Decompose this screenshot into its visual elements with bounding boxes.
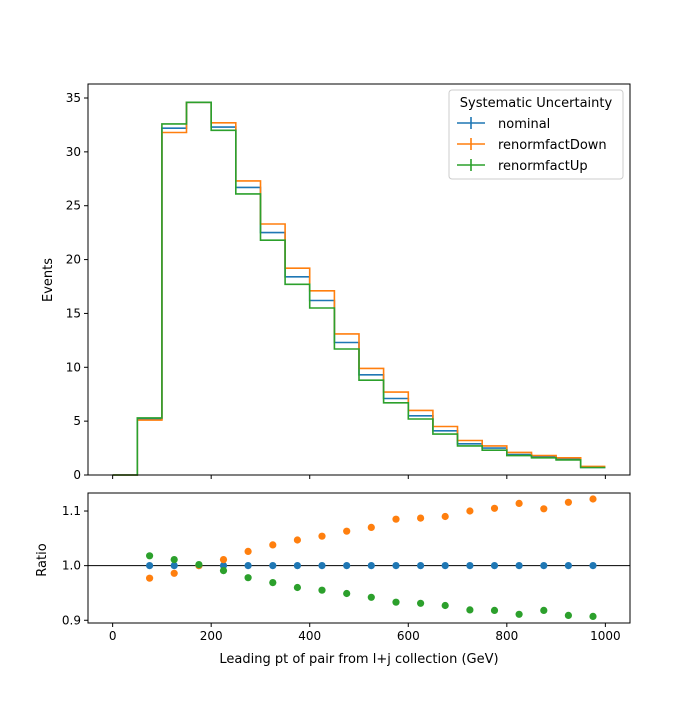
ratio-point-renormfactDown (540, 505, 548, 513)
ratio-y-tick-label: 0.9 (62, 613, 81, 627)
ratio-point-renormfactUp (417, 599, 425, 607)
ratio-y-tick-label: 1.1 (62, 504, 81, 518)
legend-label: renormfactDown (498, 138, 607, 153)
ratio-y-label: Ratio (35, 543, 50, 576)
ratio-x-tick-label: 800 (495, 629, 518, 643)
ratio-point-nominal (417, 562, 425, 570)
main-plot: 0 5 10 15 20 25 30 35 Events (41, 83, 631, 482)
ratio-point-renormfactDown (269, 541, 277, 549)
ratio-point-renormfactDown (293, 536, 301, 544)
main-y-tick-label: 20 (66, 253, 81, 267)
ratio-point-renormfactDown (244, 547, 252, 556)
ratio-point-renormfactUp (564, 611, 573, 620)
ratio-point-renormfactDown (490, 504, 499, 512)
ratio-point-nominal (441, 562, 449, 570)
ratio-point-renormfactDown (441, 512, 449, 521)
ratio-x-tick-label: 400 (298, 629, 321, 643)
hist-renormfactUp (112, 101, 606, 476)
ratio-axes-frame (87, 492, 631, 624)
ratio-point-nominal (269, 562, 277, 570)
ratio-x-tick-label: 200 (200, 629, 223, 643)
main-y-tick-label: 30 (66, 145, 81, 159)
ratio-point-nominal (293, 562, 301, 570)
ratio-point-renormfactUp (343, 589, 351, 598)
main-y-label: Events (41, 258, 56, 302)
ratio-point-renormfactUp (219, 567, 228, 575)
legend-box (448, 89, 624, 180)
ratio-point-renormfactUp (392, 598, 400, 606)
ratio-point-nominal (367, 562, 375, 570)
main-axes-frame (87, 83, 631, 476)
ratio-x-tick-label: 1000 (590, 629, 621, 643)
legend-label: nominal (498, 117, 550, 132)
ratio-point-renormfactUp (269, 579, 277, 587)
ratio-point-renormfactUp (318, 586, 326, 594)
ratio-point-renormfactDown (343, 527, 351, 535)
ratio-point-renormfactDown (589, 495, 597, 503)
ratio-point-renormfactDown (170, 569, 178, 577)
ratio-point-renormfactDown (392, 515, 400, 523)
ratio-point-renormfactDown (219, 556, 228, 564)
ratio-point-renormfactUp (170, 556, 178, 564)
legend-entry-renormfactUp: renormfactUp (457, 159, 588, 174)
ratio-point-nominal (170, 562, 178, 570)
ratio-y-tick-label: 1.0 (62, 559, 81, 573)
ratio-point-nominal (564, 562, 573, 570)
ratio-point-nominal (515, 562, 523, 570)
ratio-point-nominal (392, 562, 400, 570)
ratio-point-nominal (244, 562, 252, 570)
ratio-point-nominal (219, 562, 228, 570)
ratio-point-nominal (146, 562, 154, 570)
main-y-tick-label: 25 (66, 199, 81, 213)
ratio-point-renormfactDown (466, 507, 474, 515)
ratio-point-renormfactUp (466, 606, 474, 614)
ratio-point-renormfactUp (441, 601, 449, 610)
ratio-point-renormfactDown (318, 532, 326, 540)
ratio-point-renormfactUp (490, 606, 499, 615)
ratio-point-nominal (318, 562, 326, 570)
legend-entry-nominal: nominal (457, 117, 550, 132)
ratio-point-renormfactUp (367, 593, 375, 601)
ratio-point-renormfactDown (417, 514, 425, 522)
ratio-point-nominal (466, 562, 474, 570)
main-y-tick-label: 10 (66, 360, 81, 374)
ratio-point-renormfactUp (146, 552, 154, 560)
main-y-tick-label: 0 (73, 468, 81, 482)
ratio-point-renormfactDown (564, 498, 573, 506)
ratio-x-tick-label: 600 (397, 629, 420, 643)
ratio-point-renormfactUp (589, 612, 597, 621)
ratio-point-renormfactDown (515, 499, 523, 507)
ratio-point-renormfactUp (540, 606, 548, 615)
ratio-x-tick-label: 0 (109, 629, 117, 643)
ratio-point-nominal (540, 562, 548, 570)
ratio-point-nominal (343, 562, 351, 570)
ratio-point-renormfactDown (146, 574, 154, 582)
legend: Systematic Uncertainty nominal renormfact… (448, 89, 624, 180)
ratio-point-nominal (490, 562, 499, 570)
main-y-tick-label: 5 (73, 414, 81, 428)
ratio-point-renormfactUp (195, 561, 203, 569)
ratio-x-label: Leading pt of pair from l+j collection (… (219, 652, 498, 667)
legend-label: renormfactUp (498, 159, 588, 174)
ratio-point-nominal (589, 562, 597, 570)
ratio-point-renormfactUp (515, 610, 523, 618)
main-y-tick-label: 15 (66, 306, 81, 320)
legend-entry-renormfactDown: renormfactDown (457, 138, 607, 153)
ratio-point-renormfactDown (367, 523, 375, 532)
main-y-tick-label: 35 (66, 91, 81, 105)
ratio-plot: 0.9 1.0 1.1 0 200 400 600 800 1000 Ratio Leadin… (35, 492, 631, 667)
ratio-point-renormfactUp (244, 574, 252, 582)
legend-title: Systematic Uncertainty (460, 96, 613, 111)
ratio-point-renormfactUp (293, 583, 301, 592)
